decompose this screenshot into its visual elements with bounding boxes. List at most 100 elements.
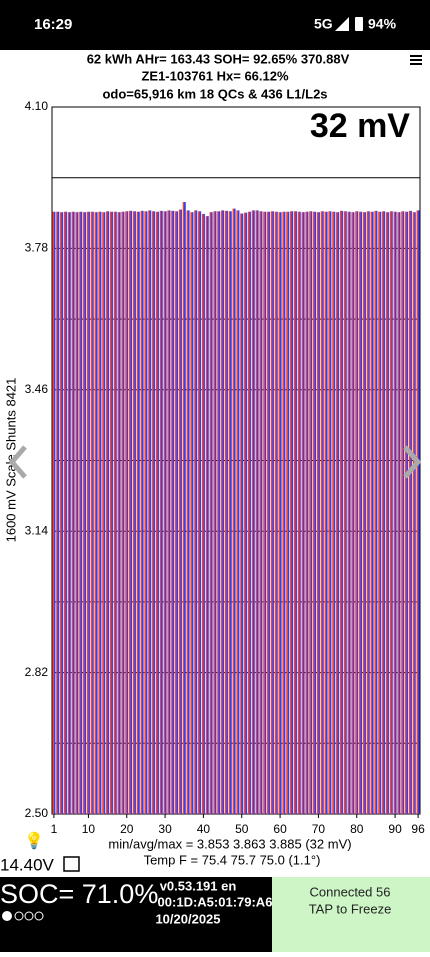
cell-bar xyxy=(217,211,221,815)
header-line: 62 kWh AHr= 163.43 SOH= 92.65% 370.88V xyxy=(87,51,350,66)
battery-icon xyxy=(355,17,363,31)
cell-bar xyxy=(397,212,401,814)
cell-bar xyxy=(336,212,340,814)
cell-bar xyxy=(83,212,87,814)
cell-bar xyxy=(125,211,129,815)
cell-bar xyxy=(52,211,56,815)
cell-bar xyxy=(132,211,136,815)
cell-bar xyxy=(205,216,209,814)
cell-bar xyxy=(267,211,271,815)
cell-bar xyxy=(359,211,363,815)
cell-bar xyxy=(393,211,397,815)
cell-bar xyxy=(251,210,255,814)
cell-bar xyxy=(263,211,267,815)
stats-line: Temp F = 75.4 75.7 75.0 (1.1°) xyxy=(144,852,321,867)
cell-bar xyxy=(175,211,179,815)
cell-bar xyxy=(221,210,225,814)
freeze-button[interactable] xyxy=(272,877,430,952)
time: 16:29 xyxy=(34,16,72,33)
cell-bar xyxy=(305,211,309,815)
cell-bar xyxy=(121,211,125,815)
cell-bar xyxy=(347,211,351,815)
cell-bar xyxy=(297,211,301,815)
cell-bar xyxy=(343,211,347,815)
cell-bar xyxy=(240,213,244,814)
cell-bar xyxy=(382,211,386,815)
cell-bar xyxy=(401,211,405,815)
x-tick-label: 50 xyxy=(235,822,249,836)
header-line: ZE1-103761 Hx= 66.12% xyxy=(141,68,289,83)
cell-bar xyxy=(247,211,251,815)
cell-bar xyxy=(178,209,182,814)
bulb-icon[interactable]: 💡 xyxy=(24,831,44,850)
x-tick-label: 10 xyxy=(82,822,96,836)
cell-bar xyxy=(301,212,305,814)
cell-bar xyxy=(190,212,194,814)
menu-icon[interactable] xyxy=(410,55,422,65)
cell-bar xyxy=(163,211,167,815)
cell-bar xyxy=(339,210,343,814)
network: 5G xyxy=(314,16,333,32)
x-tick-label: 96 xyxy=(411,822,425,836)
x-tick-label: 40 xyxy=(197,822,211,836)
cell-bar xyxy=(113,211,117,815)
cell-bar xyxy=(60,212,64,814)
x-tick-label: 60 xyxy=(273,822,287,836)
mac-address: 00:1D:A5:01:79:A6 xyxy=(158,894,273,909)
cell-bar xyxy=(286,211,290,815)
cell-bar xyxy=(259,211,263,815)
cell-bar xyxy=(228,211,232,815)
cell-bar xyxy=(75,212,79,814)
cell-bar xyxy=(71,211,75,815)
cell-bar xyxy=(278,212,282,814)
cell-bar xyxy=(378,211,382,815)
cell-bar xyxy=(129,210,133,814)
cell-bar xyxy=(224,210,228,814)
cell-bar xyxy=(90,211,94,815)
cell-bar xyxy=(209,212,213,814)
cell-bar xyxy=(416,210,420,814)
cell-bar xyxy=(148,210,152,814)
prev-arrow[interactable] xyxy=(8,445,27,479)
cell-bar xyxy=(171,210,175,814)
cell-bar xyxy=(159,210,163,814)
cell-bar xyxy=(366,211,370,815)
cell-bar xyxy=(313,211,317,815)
cell-bar xyxy=(362,212,366,814)
stats-line: min/avg/max = 3.853 3.863 3.885 (32 mV) xyxy=(108,836,351,851)
x-tick-label: 80 xyxy=(350,822,364,836)
cell-bar xyxy=(232,208,236,815)
cell-bar xyxy=(109,211,113,815)
calendar-icon[interactable] xyxy=(63,856,80,872)
aux-voltage: 14.40V xyxy=(0,855,55,874)
next-arrow[interactable] xyxy=(403,445,422,479)
plot: 2.50 2.82 3.14 3.46 3.78 4.10 1 10 20 30 40 50 60 70 8… xyxy=(25,99,425,836)
version: v0.53.191 en xyxy=(160,878,237,893)
cell-bar xyxy=(67,212,71,814)
cell-bar xyxy=(136,211,140,815)
y-tick-label: 3.14 xyxy=(25,523,49,537)
cell-bar xyxy=(94,212,98,814)
y-tick-label: 2.82 xyxy=(25,665,49,679)
cell-bar xyxy=(201,213,205,815)
cell-bar xyxy=(63,211,67,815)
cell-bar xyxy=(282,211,286,815)
x-tick-label: 90 xyxy=(388,822,402,836)
cell-bar xyxy=(316,212,320,814)
soc-dots xyxy=(2,911,44,921)
cell-bar xyxy=(56,211,60,815)
cell-bar xyxy=(293,211,297,815)
annotation: 32 mV xyxy=(310,107,410,145)
cell-bar xyxy=(98,211,102,815)
cell-bar xyxy=(102,212,106,814)
cell-bar xyxy=(389,211,393,815)
cell-bar xyxy=(274,211,278,815)
connection-status: Connected 56 xyxy=(310,884,391,899)
cell-bar xyxy=(106,211,110,815)
cell-bar xyxy=(255,210,259,814)
y-tick-label: 2.50 xyxy=(25,806,49,820)
cell-bar xyxy=(290,211,294,815)
soc: SOC= 71.0% xyxy=(0,879,158,909)
cell-bar xyxy=(155,211,159,815)
